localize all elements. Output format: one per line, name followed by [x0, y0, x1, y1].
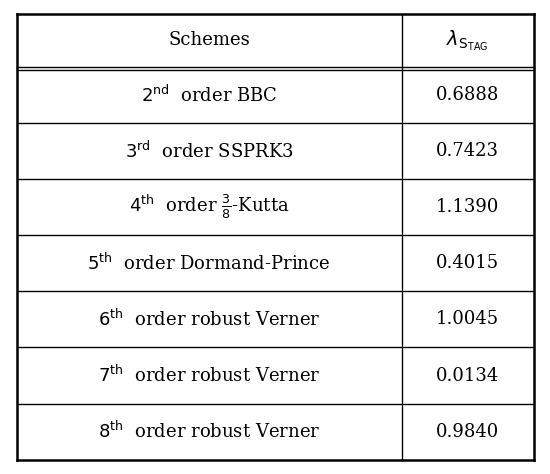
Text: $7^{\mathrm{th}}$  order robust Verner: $7^{\mathrm{th}}$ order robust Verner — [98, 365, 320, 386]
Text: $3^{\mathrm{rd}}$  order SSPRK3: $3^{\mathrm{rd}}$ order SSPRK3 — [125, 140, 293, 162]
Text: $\lambda_{\mathrm{S_{TAG}}}$: $\lambda_{\mathrm{S_{TAG}}}$ — [447, 28, 488, 53]
Text: 1.0045: 1.0045 — [436, 310, 499, 328]
Text: $4^{\mathrm{th}}$  order $\frac{3}{8}$-Kutta: $4^{\mathrm{th}}$ order $\frac{3}{8}$-Ku… — [129, 193, 289, 221]
Text: $2^{\mathrm{nd}}$  order BBC: $2^{\mathrm{nd}}$ order BBC — [141, 84, 277, 105]
Text: $6^{\mathrm{th}}$  order robust Verner: $6^{\mathrm{th}}$ order robust Verner — [98, 309, 320, 330]
Text: 0.9840: 0.9840 — [436, 423, 499, 441]
Text: $5^{\mathrm{th}}$  order Dormand-Prince: $5^{\mathrm{th}}$ order Dormand-Prince — [87, 253, 331, 274]
Text: 0.7423: 0.7423 — [436, 142, 499, 160]
Text: 1.1390: 1.1390 — [436, 198, 499, 216]
Text: 0.0134: 0.0134 — [436, 366, 499, 384]
Text: Schemes: Schemes — [168, 31, 250, 49]
Text: $8^{\mathrm{th}}$  order robust Verner: $8^{\mathrm{th}}$ order robust Verner — [98, 421, 320, 442]
Text: 0.6888: 0.6888 — [436, 86, 499, 104]
Text: 0.4015: 0.4015 — [436, 254, 499, 272]
